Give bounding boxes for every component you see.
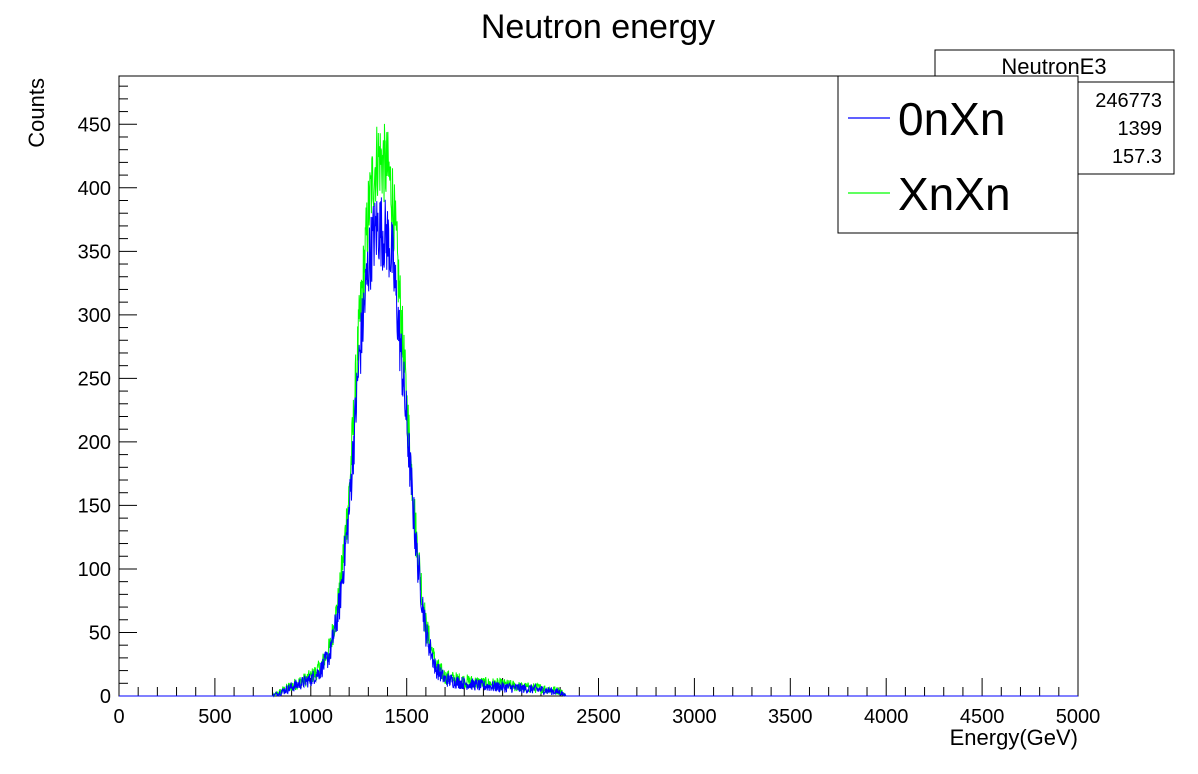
x-tick-label: 2500 bbox=[576, 706, 621, 728]
y-tick-label: 300 bbox=[78, 305, 111, 327]
y-tick-label: 400 bbox=[78, 178, 111, 200]
stats-std: 157.3 bbox=[1112, 146, 1162, 168]
y-axis-tick-labels: 0 50 100 150 200 250 300 350 400 450 bbox=[78, 114, 111, 708]
stats-mean: 1399 bbox=[1118, 118, 1163, 140]
stats-title: NeutronE3 bbox=[1001, 54, 1106, 79]
x-tick-label: 1500 bbox=[384, 706, 429, 728]
x-axis-ticks bbox=[118, 678, 1079, 696]
legend-box bbox=[837, 75, 1079, 234]
y-tick-label: 200 bbox=[78, 432, 111, 454]
x-tick-label: 5000 bbox=[1056, 706, 1101, 728]
x-tick-label: 4000 bbox=[864, 706, 909, 728]
legend-label-0nxn: 0nXn bbox=[898, 93, 1005, 145]
y-tick-label: 350 bbox=[78, 241, 111, 263]
x-tick-label: 2000 bbox=[480, 706, 525, 728]
series-0nxn bbox=[119, 197, 1078, 698]
y-tick-label: 0 bbox=[100, 686, 111, 708]
y-axis-label: Counts bbox=[24, 78, 49, 148]
x-tick-label: 1000 bbox=[289, 706, 334, 728]
legend: 0nXn XnXn bbox=[837, 75, 1079, 234]
y-tick-label: 450 bbox=[78, 114, 111, 136]
stats-entries: 246773 bbox=[1095, 90, 1162, 112]
x-tick-label: 0 bbox=[113, 706, 124, 728]
series-layer bbox=[119, 123, 1078, 698]
chart-title: Neutron energy bbox=[481, 8, 715, 46]
x-tick-label: 500 bbox=[198, 706, 231, 728]
y-tick-label: 50 bbox=[89, 622, 111, 644]
y-tick-label: 250 bbox=[78, 368, 111, 390]
y-axis-ticks bbox=[119, 85, 137, 697]
x-axis-tick-labels: 0 500 1000 1500 2000 2500 3000 3500 4000 4500 5000 bbox=[113, 706, 1100, 728]
x-tick-label: 3000 bbox=[672, 706, 717, 728]
x-tick-label: 3500 bbox=[768, 706, 813, 728]
y-tick-label: 100 bbox=[78, 559, 111, 581]
legend-label-xnxn: XnXn bbox=[898, 168, 1011, 220]
x-tick-label: 4500 bbox=[960, 706, 1005, 728]
y-tick-label: 150 bbox=[78, 495, 111, 517]
x-axis-label: Energy(GeV) bbox=[950, 725, 1078, 750]
